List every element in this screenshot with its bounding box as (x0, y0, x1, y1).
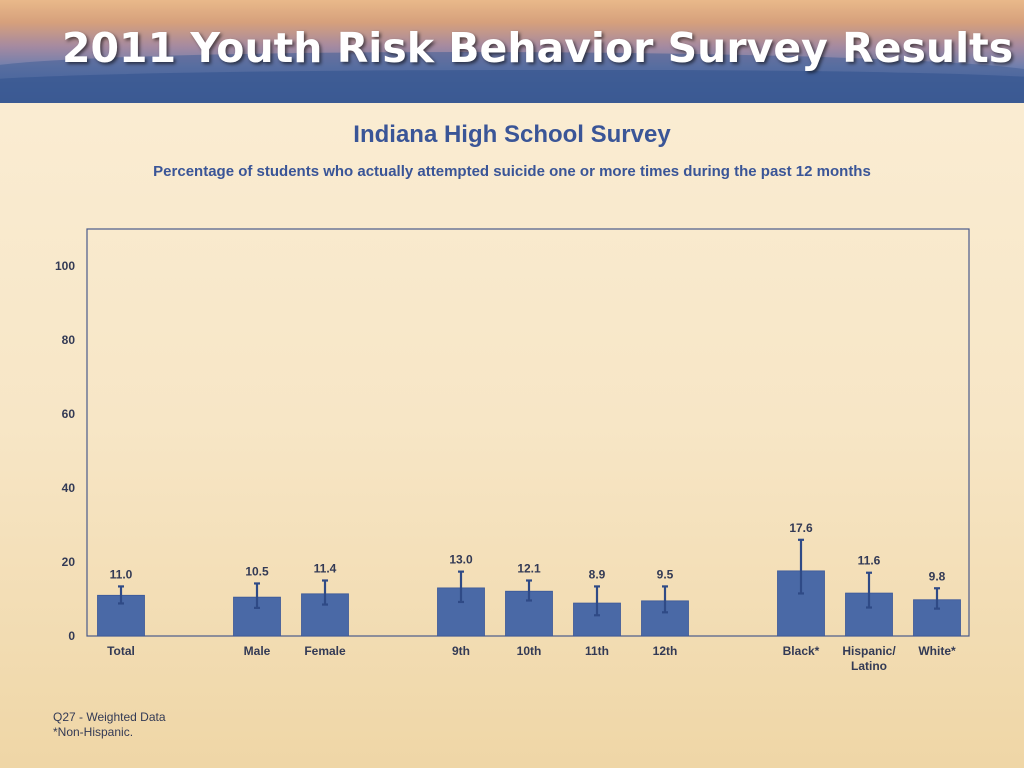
x-tick-label: Hispanic/ (842, 644, 896, 658)
data-label: 17.6 (789, 521, 813, 535)
data-label: 11.4 (314, 562, 337, 576)
x-tick-label: White* (918, 644, 956, 658)
footnote-question: Q27 - Weighted Data (53, 710, 166, 724)
x-tick-label: Black* (783, 644, 820, 658)
y-tick-label: 40 (62, 481, 76, 495)
banner-landscape-ridge (0, 70, 1024, 103)
data-label: 9.8 (929, 569, 946, 583)
header-banner: 2011 Youth Risk Behavior Survey Results (0, 0, 1024, 103)
data-label: 9.5 (657, 567, 674, 581)
bar (777, 570, 825, 637)
x-tick-label: Female (304, 644, 346, 658)
y-tick-label: 60 (62, 407, 76, 421)
banner-title: 2011 Youth Risk Behavior Survey Results (62, 24, 1014, 72)
data-label: 13.0 (449, 553, 473, 567)
x-tick-label: Total (107, 644, 135, 658)
x-tick-label: 10th (517, 644, 542, 658)
data-label: 11.0 (110, 567, 133, 581)
x-tick-label: 11th (585, 644, 609, 658)
footnote-non-hispanic: *Non-Hispanic. (53, 725, 134, 739)
data-label: 10.5 (245, 564, 269, 578)
footnotes: Q27 - Weighted Data *Non-Hispanic. (53, 710, 166, 740)
x-tick-label: Latino (851, 659, 887, 673)
bar-chart: 0 20 40 60 80 100 11.0 Total 10.5 Male 11.4 Female 1… (55, 228, 970, 673)
y-tick-label: 100 (55, 259, 75, 273)
x-tick-label: 9th (452, 644, 470, 658)
y-tick-label: 20 (62, 555, 76, 569)
y-tick-label: 80 (62, 333, 76, 347)
chart-subtitle: Percentage of students who actually atte… (153, 163, 871, 180)
x-tick-label: 12th (653, 644, 678, 658)
data-label: 8.9 (589, 567, 606, 581)
y-tick-label: 0 (68, 629, 75, 643)
x-tick-label: Male (244, 644, 271, 658)
data-label: 12.1 (517, 562, 541, 576)
chart-title: Indiana High School Survey (353, 121, 671, 148)
data-label: 11.6 (858, 554, 881, 568)
